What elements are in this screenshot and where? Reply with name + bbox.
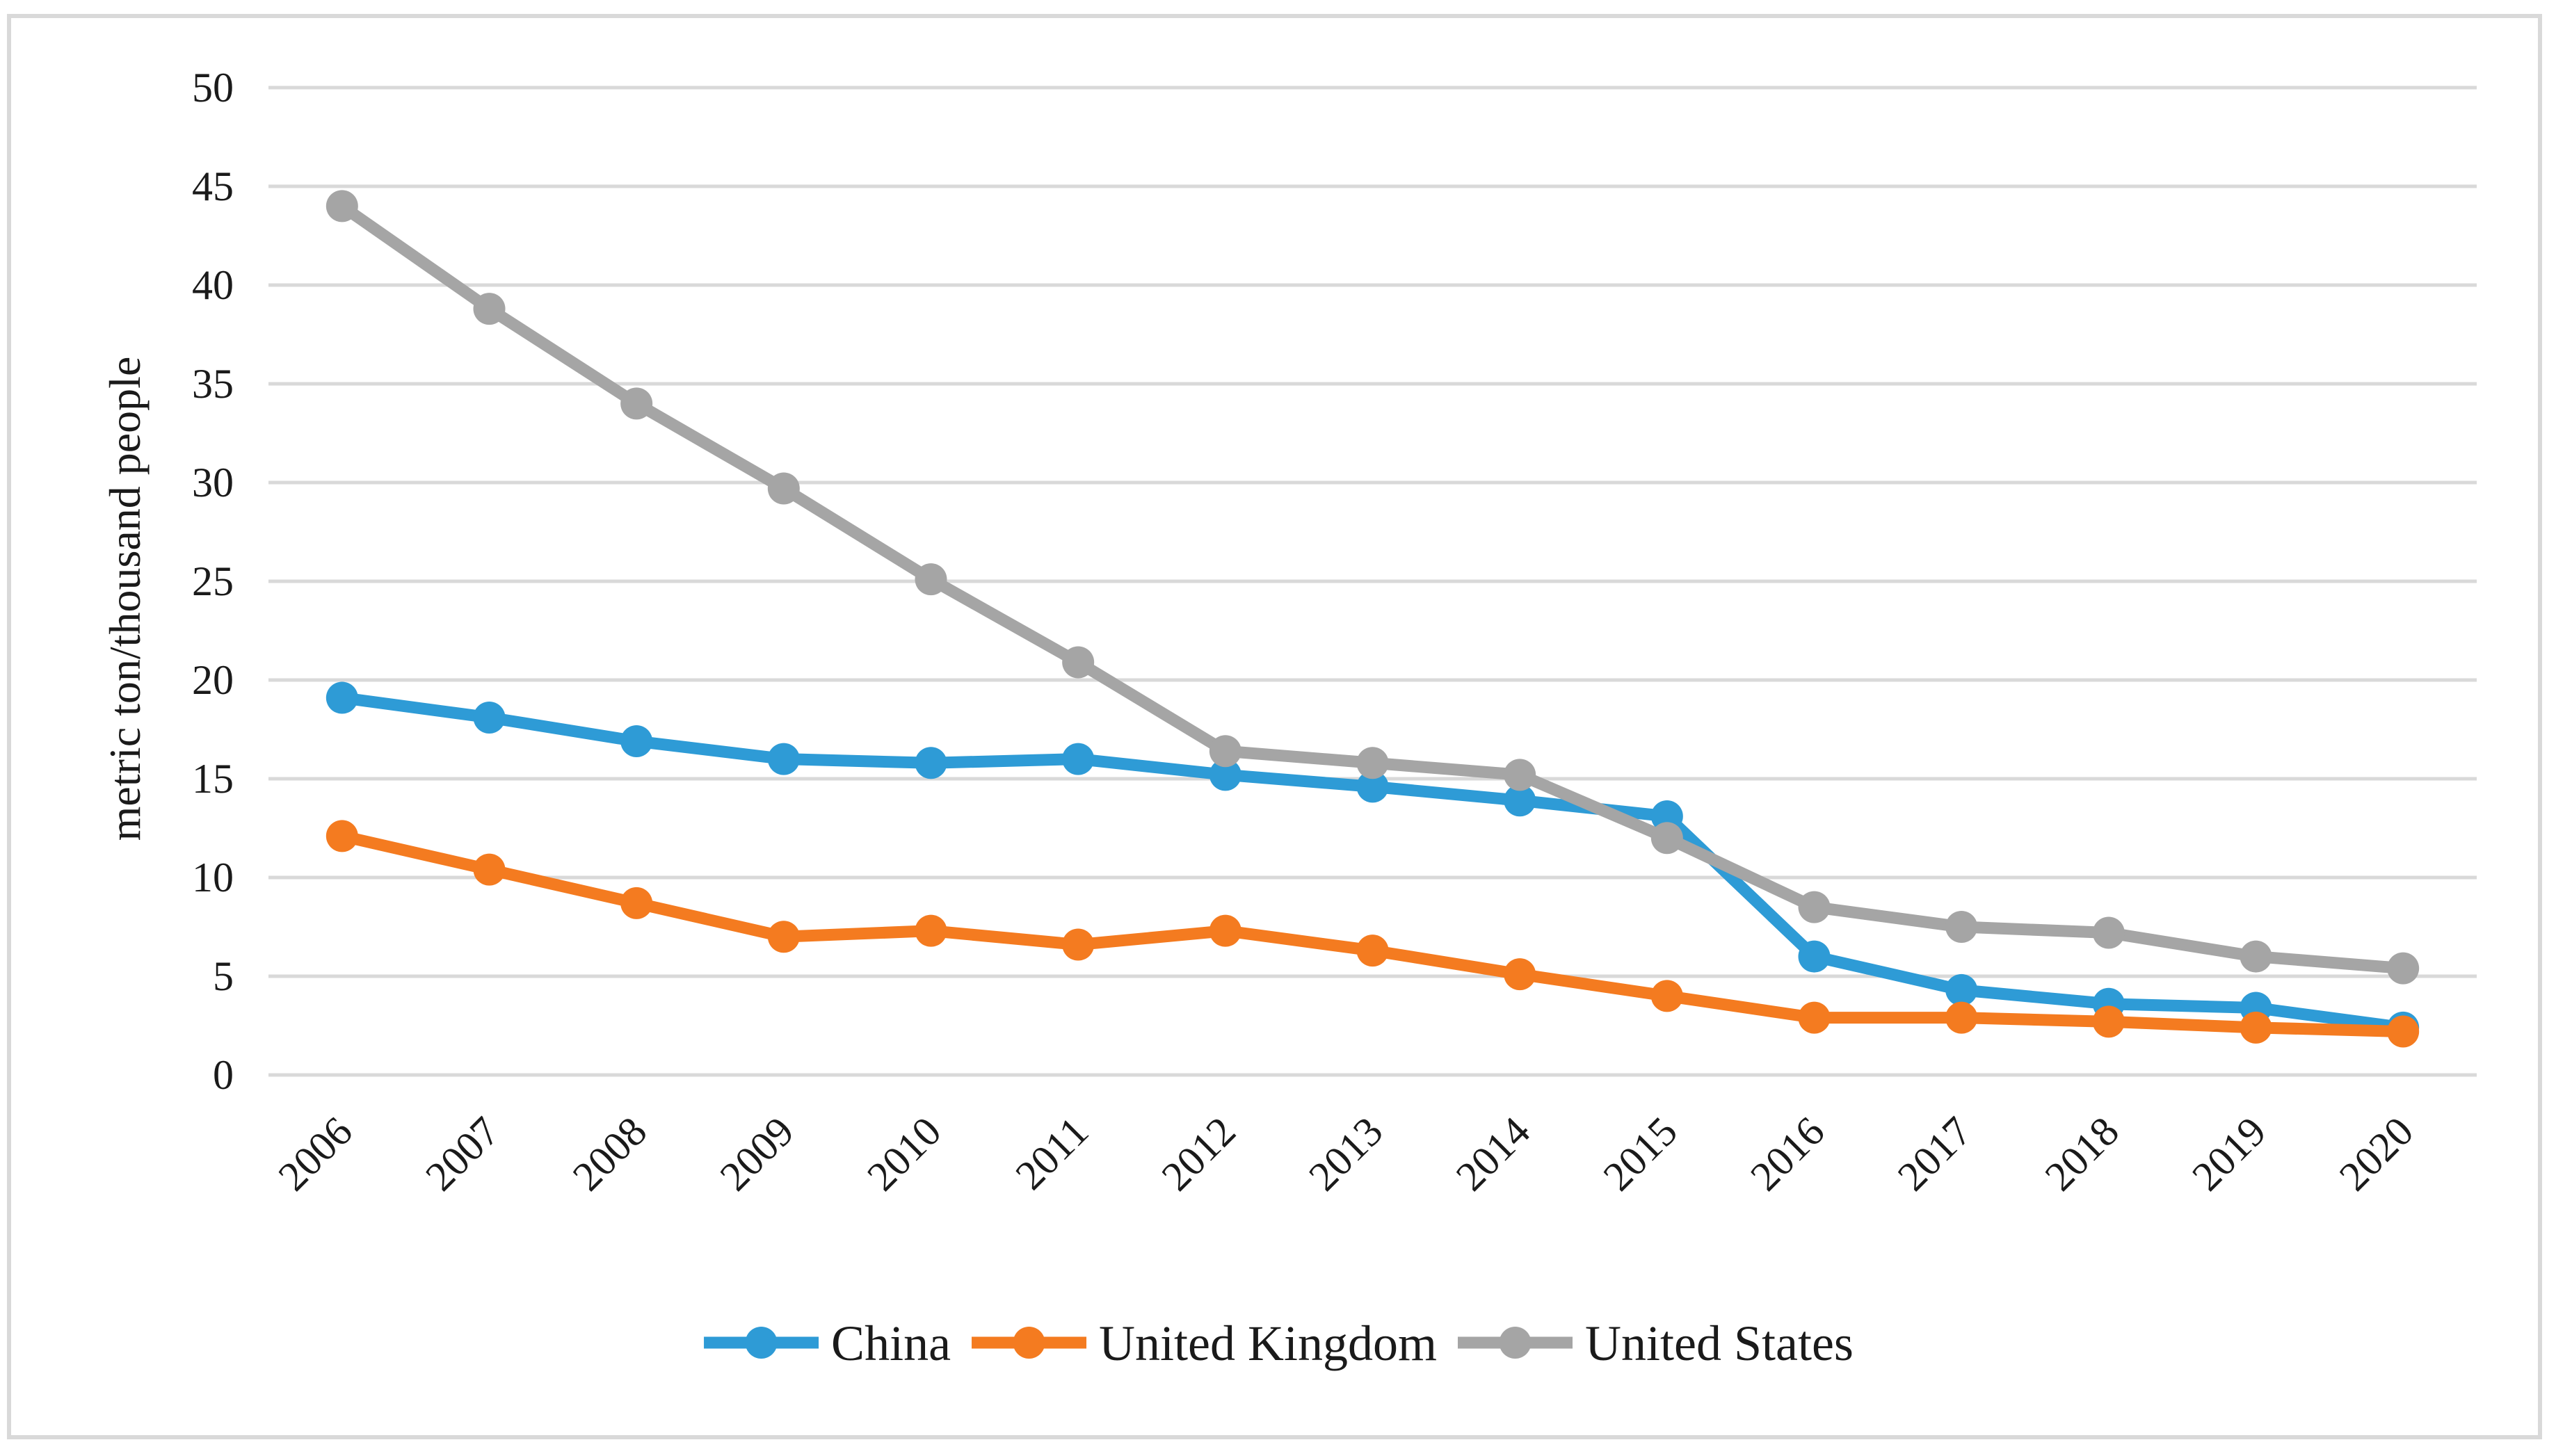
data-point-united-states: [325, 190, 358, 223]
data-point-united-kingdom: [2240, 1011, 2272, 1044]
legend: China United Kingdom United States: [704, 1316, 1854, 1371]
data-point-united-states: [1062, 646, 1095, 679]
y-tick-label: 45: [192, 163, 234, 209]
data-point-china: [1062, 743, 1095, 775]
y-tick-label: 5: [213, 953, 234, 999]
y-tick-label: 50: [192, 65, 234, 111]
data-point-china: [1798, 940, 1831, 973]
data-point-united-states: [620, 387, 653, 420]
x-tick-label: 2007: [417, 1108, 508, 1200]
x-tick-label: 2009: [712, 1108, 803, 1200]
y-tick-label: 40: [192, 262, 234, 308]
y-axis-ticks: 0 5 10 15 20 25 30 35 40 45 50: [192, 65, 234, 1098]
data-point-united-states: [2387, 952, 2420, 985]
data-point-china: [325, 681, 358, 714]
legend-label: China: [831, 1316, 951, 1371]
data-point-united-states: [1209, 735, 1241, 768]
data-point-china: [1945, 973, 1978, 1006]
data-point-china: [915, 747, 947, 779]
x-tick-label: 2012: [1153, 1108, 1245, 1200]
y-tick-label: 20: [192, 657, 234, 703]
legend-item-china: China: [704, 1316, 951, 1371]
data-point-united-states: [1945, 911, 1978, 943]
data-point-united-kingdom: [473, 853, 506, 886]
legend-label: United Kingdom: [1099, 1316, 1437, 1371]
y-axis-title: metric ton/thousand people: [100, 357, 150, 841]
legend-swatch-marker: [1499, 1327, 1532, 1359]
data-point-china: [1209, 759, 1241, 791]
data-point-united-kingdom: [1504, 958, 1536, 991]
x-tick-label: 2019: [2183, 1108, 2275, 1200]
gridlines: [268, 86, 2477, 1077]
line-chart: 0 5 10 15 20 25 30 35 40 45 50 2006 2007 2008 2009 201…: [100, 65, 2477, 1371]
y-tick-label: 10: [192, 855, 234, 900]
x-tick-label: 2020: [2331, 1108, 2422, 1200]
data-point-china: [620, 725, 653, 758]
data-point-united-states: [1650, 822, 1683, 855]
data-point-united-states: [1504, 759, 1536, 791]
legend-label: United States: [1585, 1316, 1854, 1371]
data-point-china: [1356, 770, 1389, 803]
x-tick-label: 2018: [2036, 1108, 2128, 1200]
data-point-china: [1504, 784, 1536, 817]
data-point-china: [767, 743, 800, 775]
data-point-united-kingdom: [2387, 1015, 2420, 1048]
data-point-united-states: [473, 293, 506, 325]
x-tick-label: 2016: [1742, 1108, 1833, 1200]
series-lines: [325, 190, 2420, 1048]
legend-item-united-states: United States: [1458, 1316, 1854, 1371]
data-point-united-kingdom: [1356, 935, 1389, 967]
x-tick-label: 2006: [270, 1108, 362, 1200]
y-tick-label: 15: [192, 756, 234, 802]
x-tick-label: 2013: [1300, 1108, 1392, 1200]
data-point-united-kingdom: [915, 914, 947, 947]
x-tick-label: 2014: [1447, 1108, 1539, 1200]
data-point-united-kingdom: [1650, 980, 1683, 1012]
series-china: [325, 681, 2420, 1044]
series-united-states: [325, 190, 2420, 985]
y-tick-label: 0: [213, 1052, 234, 1098]
data-point-united-states: [915, 563, 947, 596]
x-tick-label: 2011: [1006, 1108, 1097, 1199]
data-point-united-kingdom: [1945, 1001, 1978, 1034]
data-point-united-kingdom: [1209, 914, 1241, 947]
x-tick-label: 2010: [858, 1108, 950, 1200]
y-tick-label: 25: [192, 558, 234, 604]
data-point-united-kingdom: [620, 887, 653, 919]
data-point-united-states: [1356, 747, 1389, 779]
x-tick-label: 2015: [1595, 1108, 1687, 1200]
data-point-united-kingdom: [1798, 1001, 1831, 1034]
legend-item-united-kingdom: United Kingdom: [972, 1316, 1437, 1371]
series-united-kingdom: [325, 820, 2420, 1048]
data-point-united-states: [2240, 940, 2272, 973]
x-tick-label: 2008: [564, 1108, 656, 1200]
data-point-united-kingdom: [767, 921, 800, 953]
data-point-united-states: [767, 472, 800, 505]
data-point-united-kingdom: [1062, 928, 1095, 961]
data-point-united-states: [1798, 891, 1831, 923]
y-tick-label: 30: [192, 460, 234, 505]
chart-frame: 0 5 10 15 20 25 30 35 40 45 50 2006 2007 2008 2009 201…: [7, 14, 2542, 1439]
legend-swatch-marker: [1013, 1327, 1045, 1359]
series-line-united-states: [336, 200, 2409, 975]
data-point-china: [473, 701, 506, 734]
x-axis-ticks: 2006 2007 2008 2009 2010 2011 2012 2013 2014 2015…: [270, 1108, 2422, 1200]
legend-swatch-marker: [745, 1327, 778, 1359]
data-point-united-states: [2092, 916, 2125, 949]
data-point-united-kingdom: [2092, 1005, 2125, 1038]
x-tick-label: 2017: [1889, 1108, 1981, 1200]
y-tick-label: 35: [192, 361, 234, 407]
data-point-united-kingdom: [325, 820, 358, 852]
